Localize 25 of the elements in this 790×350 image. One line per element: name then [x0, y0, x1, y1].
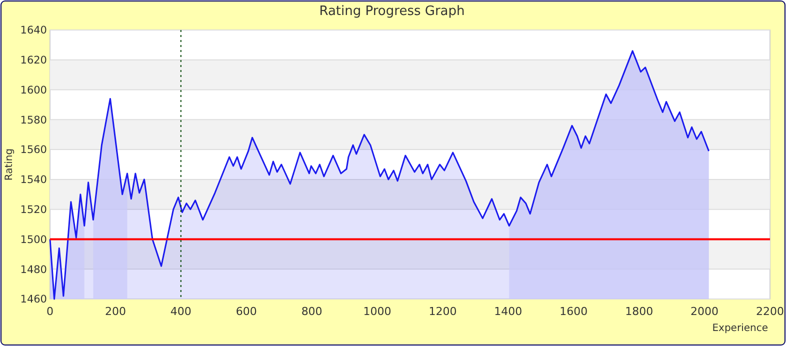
x-tick-label: 1000 [363, 305, 392, 318]
y-tick-label: 1540 [20, 174, 47, 186]
y-tick-label: 1480 [20, 264, 47, 276]
x-tick-label: 400 [170, 305, 192, 318]
y-tick-label: 1460 [20, 294, 47, 306]
x-tick-label: 1800 [625, 305, 654, 318]
y-tick-label: 1640 [20, 24, 47, 37]
chart-title: Rating Progress Graph [319, 4, 465, 19]
y-axis-title: Rating [4, 148, 15, 181]
y-tick-label: 1560 [20, 144, 47, 156]
x-axis-title: Experience [712, 323, 768, 334]
x-tick-label: 600 [236, 305, 257, 318]
x-tick-label: 1600 [560, 305, 588, 318]
y-tick-label: 1580 [20, 114, 47, 126]
y-tick-label: 1520 [20, 204, 47, 216]
x-tick-label: 2000 [690, 305, 719, 318]
y-tick-label: 1620 [20, 54, 47, 67]
y-tick-label: 1500 [20, 234, 47, 246]
x-tick-label: 1200 [428, 305, 457, 318]
x-tick-label: 0 [46, 305, 54, 318]
x-tick-label: 1400 [494, 305, 522, 318]
x-tick-label: 200 [104, 305, 126, 318]
x-tick-label: 2200 [756, 305, 784, 318]
y-tick-label: 1600 [20, 84, 47, 96]
x-tick-label: 800 [301, 305, 322, 318]
